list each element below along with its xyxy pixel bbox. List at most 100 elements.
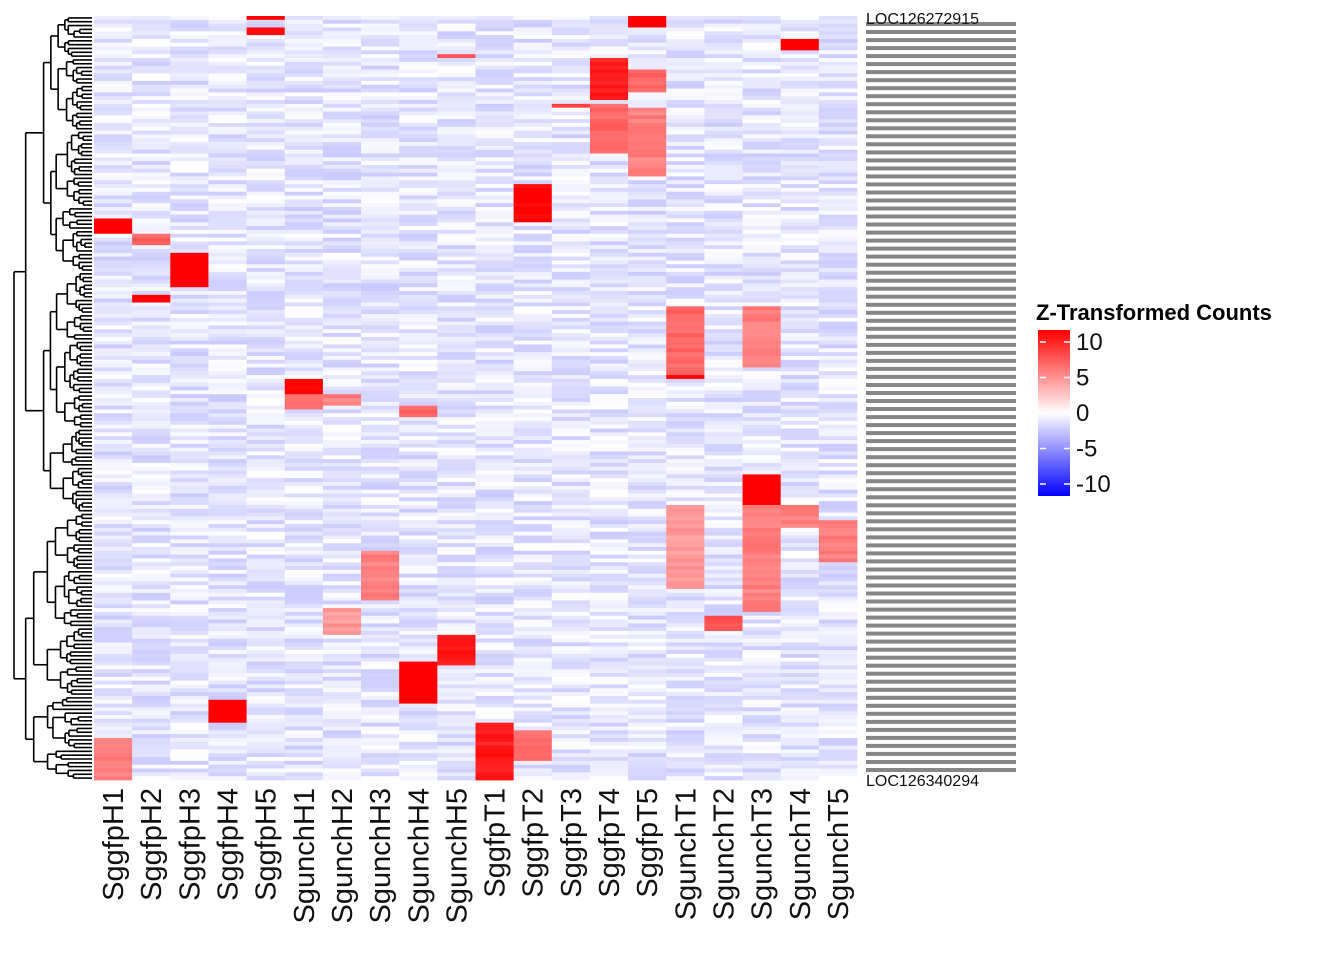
heatmap-cell [818,226,858,231]
heatmap-cell [322,23,362,28]
heatmap-cell [666,776,705,781]
heatmap-cell [94,558,133,563]
heatmap-cell [513,604,553,609]
heatmap-cell [666,734,705,739]
heatmap-cell [589,684,629,689]
heatmap-cell [475,409,515,414]
heatmap-cell [475,191,515,196]
heatmap-cell [284,501,324,506]
heatmap-cell [513,260,553,265]
heatmap-cell [132,405,171,410]
heatmap-cell [475,420,515,426]
heatmap-cell [322,764,362,769]
heatmap-cell [399,302,438,307]
heatmap-cell [399,730,438,735]
heatmap-cell [284,699,324,704]
heatmap-cell [513,122,553,128]
heatmap-cell [513,268,553,273]
heatmap-cell [208,684,247,689]
heatmap-cell [284,428,324,433]
heatmap-cell [132,520,171,525]
heatmap-cell [246,103,286,109]
heatmap-cell [589,653,629,659]
row-label-overlap [866,126,1016,131]
heatmap-cell [132,382,171,387]
heatmap-cell [475,749,515,754]
heatmap-cell [170,264,209,269]
heatmap-cell [666,539,705,544]
heatmap-cell [628,344,667,349]
heatmap-cell [208,58,247,63]
heatmap-cell [475,229,515,235]
heatmap-cell [666,256,705,261]
heatmap-cell [666,745,705,750]
heatmap-cell [666,145,705,151]
heatmap-cell [246,608,286,613]
heatmap-cell [742,371,782,376]
heatmap-cell [780,695,820,701]
heatmap-cell [818,168,858,174]
heatmap-cell [551,768,591,773]
heatmap-cell [322,581,362,586]
heatmap-cell [475,715,515,720]
heatmap-cell [170,329,209,334]
heatmap-cell [399,398,438,403]
heatmap-cell [322,550,362,556]
heatmap-cell [94,168,133,174]
heatmap-cell [399,482,438,487]
heatmap-cell [399,168,438,174]
heatmap-cell [208,352,247,357]
heatmap-cell [94,623,133,628]
heatmap-cell [399,16,438,21]
heatmap-cell [284,310,324,315]
heatmap-cell [284,604,324,609]
heatmap-cell [513,103,553,109]
heatmap-cell [132,359,171,365]
heatmap-cell [475,604,515,609]
heatmap-cell [246,638,286,643]
heatmap-cell [322,741,362,747]
heatmap-cell [742,432,782,437]
heatmap-cell [780,88,820,93]
heatmap-cell [666,184,705,189]
heatmap-cell [94,577,133,582]
heatmap-cell [742,508,782,513]
heatmap-cell [551,359,591,365]
row-label-overlap [866,102,1016,107]
heatmap-cell [132,531,171,536]
heatmap-cell [170,310,209,315]
heatmap-cell [322,711,362,716]
row-label-overlap [866,407,1016,411]
heatmap-cell [513,275,553,280]
heatmap-cell [246,676,286,682]
heatmap-cell [628,482,667,487]
heatmap-cell [246,596,286,601]
heatmap-cell [628,676,667,682]
heatmap-cell [742,688,782,693]
heatmap-cell [322,554,362,559]
heatmap-cell [361,218,400,223]
heatmap-cell [437,352,476,357]
heatmap-cell [399,317,438,322]
row-label-overlap [866,415,1016,420]
heatmap-cell [132,317,171,322]
heatmap-cell [513,291,553,296]
heatmap-cell [132,600,171,605]
heatmap-cell [742,699,782,704]
heatmap-cell [399,348,438,353]
heatmap-cell [94,256,133,261]
heatmap-cell [666,550,705,556]
heatmap-cell [780,718,820,724]
heatmap-cell [704,355,743,361]
heatmap-cell [818,348,858,353]
heatmap-cell [361,115,400,120]
heatmap-cell [666,535,705,540]
heatmap-cell [208,497,247,502]
heatmap-cell [780,46,820,51]
heatmap-cell [399,569,438,575]
heatmap-cell [94,478,133,483]
heatmap-cell [513,138,553,143]
heatmap-cell [399,428,438,433]
heatmap-cell [780,96,820,101]
heatmap-cell [742,642,782,647]
